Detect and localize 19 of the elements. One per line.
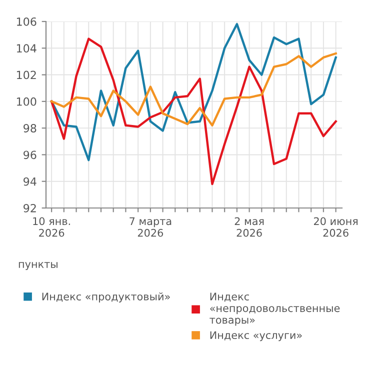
line-series — [50, 23, 337, 162]
y-tick-label: 98 — [24, 124, 36, 132]
y-tick-label: 106 — [16, 17, 36, 26]
x-tick-label: 7 марта 2026 — [130, 217, 172, 237]
legend-label: Индекс «непродовольственные товары» — [210, 292, 340, 326]
x-tick-label: 10 янв. 2026 — [33, 217, 70, 237]
y-tick-label: 94 — [24, 177, 36, 186]
y-tick-label: 100 — [16, 97, 36, 106]
x-tick-label: 20 июня 2026 — [314, 217, 358, 237]
x-tick-label: 2 мая 2026 — [234, 217, 264, 237]
line-series — [50, 38, 337, 186]
line-series — [50, 52, 337, 127]
y-tick-label: 102 — [16, 70, 36, 80]
legend-label: Индекс «продуктовый» — [42, 292, 170, 302]
y-tick-label: 96 — [24, 150, 36, 160]
legend-label: Индекс «услуги» — [210, 331, 302, 342]
y-tick-label: 92 — [24, 204, 36, 212]
y-tick-label: 104 — [16, 44, 36, 53]
y-axis-title: пункты — [18, 262, 58, 270]
